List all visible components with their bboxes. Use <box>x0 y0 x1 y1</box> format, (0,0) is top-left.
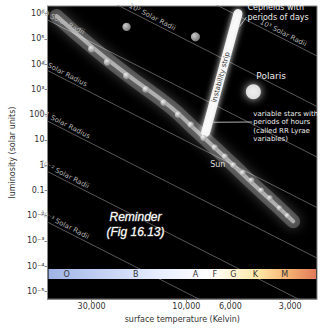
svg-text:10 Solar Radii: 10 Solar Radii <box>39 7 86 36</box>
svg-text:10³: 10³ <box>31 85 44 94</box>
svg-text:10⁶: 10⁶ <box>31 9 45 19</box>
svg-text:10: 10 <box>34 135 44 144</box>
svg-text:0.1: 0.1 <box>32 186 45 195</box>
svg-text:1 Solar Radius: 1 Solar Radius <box>40 58 89 88</box>
svg-text:10⁻⁴: 10⁻⁴ <box>27 262 45 271</box>
svg-text:Sun: Sun <box>210 160 225 169</box>
svg-text:instability strip: instability strip <box>210 51 232 104</box>
svg-text:Polaris: Polaris <box>256 71 286 81</box>
svg-text:10⁻⁵: 10⁻⁵ <box>27 287 45 296</box>
svg-text:100: 100 <box>29 110 45 120</box>
svg-text:30,000: 30,000 <box>78 302 106 311</box>
svg-text:periods of days: periods of days <box>247 13 308 22</box>
svg-text:6,000: 6,000 <box>219 302 242 311</box>
svg-text:10⁻²: 10⁻² <box>26 211 45 221</box>
svg-text:surface temperature (Kelvin): surface temperature (Kelvin) <box>125 315 240 324</box>
svg-text:variables): variables) <box>253 135 288 143</box>
svg-text:(Fig 16.13): (Fig 16.13) <box>106 225 164 239</box>
svg-text:(called RR Lyrae: (called RR Lyrae <box>253 127 310 135</box>
svg-text:10⁻³: 10⁻³ <box>27 236 45 245</box>
svg-text:periods of hours: periods of hours <box>253 118 310 126</box>
svg-text:10⁵: 10⁵ <box>31 34 44 43</box>
svg-text:0.1 Solar Radius: 0.1 Solar Radius <box>37 108 92 141</box>
svg-text:variable stars with: variable stars with <box>253 110 318 118</box>
svg-text:10⁻² Solar Radii: 10⁻² Solar Radii <box>38 158 91 190</box>
svg-text:M: M <box>281 270 288 279</box>
svg-text:3,000: 3,000 <box>279 302 302 311</box>
svg-text:K: K <box>253 270 259 279</box>
svg-text:Reminder: Reminder <box>109 210 162 224</box>
svg-text:O: O <box>64 270 70 279</box>
svg-text:luminosity (solar units): luminosity (solar units) <box>8 107 17 199</box>
svg-text:10⁻³ Solar Radii: 10⁻³ Solar Radii <box>38 209 91 241</box>
svg-text:10³ Solar Radii: 10³ Solar Radii <box>259 18 308 48</box>
svg-text:10,000: 10,000 <box>172 302 200 311</box>
svg-text:G: G <box>230 270 236 279</box>
svg-text:B: B <box>133 270 139 279</box>
svg-text:F: F <box>212 270 217 279</box>
svg-text:10⁴: 10⁴ <box>31 59 45 69</box>
svg-text:Cepheids with: Cepheids with <box>247 3 304 12</box>
svg-text:10² Solar Radii: 10² Solar Radii <box>128 2 177 32</box>
svg-text:A: A <box>193 270 199 279</box>
